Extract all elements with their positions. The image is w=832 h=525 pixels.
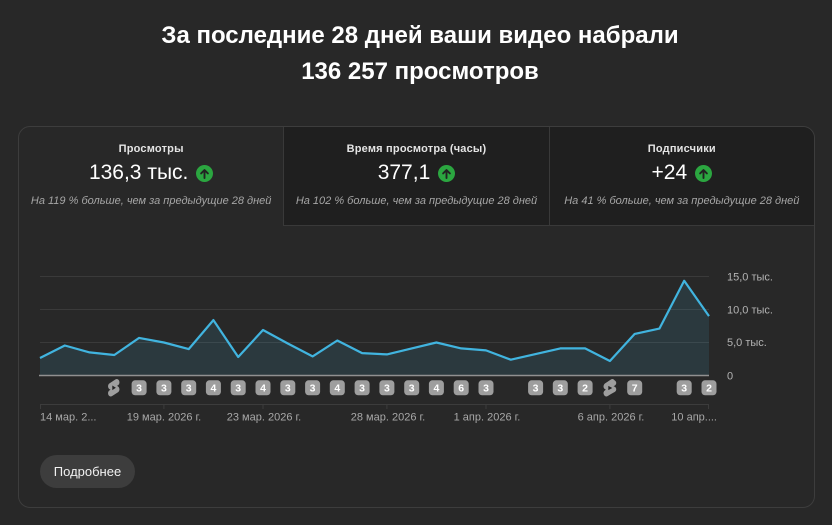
svg-text:14 мар. 2...: 14 мар. 2... (40, 412, 97, 424)
svg-text:7: 7 (632, 383, 638, 395)
svg-text:6: 6 (458, 383, 464, 395)
svg-text:15,0 тыс.: 15,0 тыс. (727, 272, 773, 284)
svg-text:4: 4 (433, 383, 439, 395)
svg-text:3: 3 (186, 383, 192, 395)
svg-text:2: 2 (582, 383, 588, 395)
svg-text:6 апр. 2026 г.: 6 апр. 2026 г. (578, 412, 645, 424)
svg-text:3: 3 (136, 383, 142, 395)
svg-text:10,0 тыс.: 10,0 тыс. (727, 305, 773, 317)
svg-text:3: 3 (681, 383, 687, 395)
svg-text:4: 4 (260, 383, 266, 395)
svg-text:3: 3 (285, 383, 291, 395)
svg-text:3: 3 (235, 383, 241, 395)
svg-text:3: 3 (409, 383, 415, 395)
svg-text:3: 3 (483, 383, 489, 395)
svg-text:2: 2 (706, 383, 712, 395)
svg-text:4: 4 (334, 383, 340, 395)
svg-text:5,0 тыс.: 5,0 тыс. (727, 337, 767, 349)
svg-text:3: 3 (161, 383, 167, 395)
svg-text:3: 3 (310, 383, 316, 395)
svg-text:1 апр. 2026 г.: 1 апр. 2026 г. (454, 412, 521, 424)
svg-text:4: 4 (210, 383, 216, 395)
svg-text:3: 3 (359, 383, 365, 395)
svg-text:19 мар. 2026 г.: 19 мар. 2026 г. (127, 412, 201, 424)
svg-text:28 мар. 2026 г.: 28 мар. 2026 г. (351, 412, 425, 424)
svg-text:23 мар. 2026 г.: 23 мар. 2026 г. (227, 412, 301, 424)
svg-text:0: 0 (727, 371, 733, 383)
svg-text:3: 3 (557, 383, 563, 395)
svg-text:10 апр....: 10 апр.... (671, 412, 717, 424)
svg-text:3: 3 (384, 383, 390, 395)
svg-text:3: 3 (533, 383, 539, 395)
